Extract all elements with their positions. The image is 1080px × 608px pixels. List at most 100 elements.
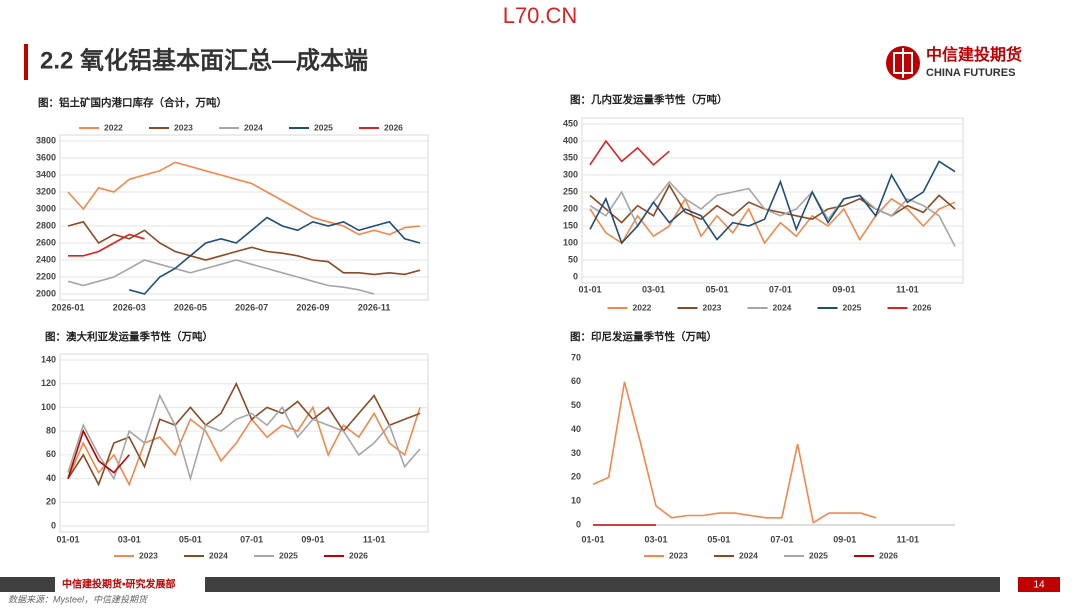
footer-source: 数据来源：Mysteel，中信建投期货 — [8, 594, 149, 604]
x-tick-label: 2026-07 — [235, 302, 268, 312]
legend-label: 2025 — [314, 122, 333, 132]
y-tick-label: 3600 — [36, 152, 56, 162]
y-tick-label: 60 — [571, 376, 581, 386]
y-tick-label: 60 — [46, 449, 56, 459]
y-tick-label: 300 — [563, 169, 578, 179]
y-tick-label: 120 — [41, 378, 56, 388]
chart-title: 图：几内亚发运量季节性（万吨） — [570, 93, 728, 106]
y-tick-label: 50 — [571, 400, 581, 410]
legend-label: 2026 — [879, 550, 898, 560]
title-accent — [24, 44, 28, 80]
x-tick-label: 01-01 — [56, 534, 79, 544]
watermark: L70.CN — [503, 3, 578, 28]
x-tick-label: 2026-03 — [113, 302, 146, 312]
series-line — [68, 233, 145, 257]
legend-label: 2023 — [703, 302, 722, 312]
y-tick-label: 40 — [571, 424, 581, 434]
y-tick-label: 2600 — [36, 237, 56, 247]
series-line — [592, 381, 877, 524]
chart-title: 图：印尼发运量季节性（万吨） — [570, 330, 717, 343]
chart-title: 图：澳大利亚发运量季节性（万吨） — [45, 330, 213, 343]
plot-frame — [59, 134, 429, 301]
y-tick-label: 70 — [571, 352, 581, 362]
y-tick-label: 20 — [571, 472, 581, 482]
y-tick-label: 200 — [563, 203, 578, 213]
legend-label: 2023 — [669, 550, 688, 560]
x-tick-label: 01-01 — [581, 534, 604, 544]
legend-label: 2024 — [773, 302, 792, 312]
y-tick-label: 3400 — [36, 169, 56, 179]
y-tick-label: 350 — [563, 152, 578, 162]
x-tick-label: 2026-11 — [358, 302, 391, 312]
y-tick-label: 2000 — [36, 288, 56, 298]
page-number-bg — [1018, 577, 1060, 592]
series-line — [67, 259, 375, 295]
y-tick-label: 100 — [563, 237, 578, 247]
x-tick-label: 07-01 — [240, 534, 263, 544]
legend-label: 2026 — [913, 302, 932, 312]
y-tick-label: 140 — [41, 354, 56, 364]
legend-label: 2022 — [633, 302, 652, 312]
slide-title: 2.2 氧化铝基本面汇总—成本端 — [40, 46, 368, 74]
x-tick-label: 07-01 — [769, 284, 792, 294]
legend-label: 2023 — [139, 550, 158, 560]
legend-label: 2023 — [174, 122, 193, 132]
series-line — [589, 139, 670, 166]
y-tick-label: 3000 — [36, 203, 56, 213]
x-tick-label: 2026-09 — [296, 302, 329, 312]
y-tick-label: 450 — [563, 118, 578, 128]
x-tick-label: 2026-01 — [51, 302, 84, 312]
y-tick-label: 80 — [46, 426, 56, 436]
legend-label: 2022 — [104, 122, 123, 132]
y-tick-label: 400 — [563, 135, 578, 145]
logo-en: CHINA FUTURES — [926, 67, 1015, 79]
series-line — [67, 393, 421, 482]
y-tick-label: 20 — [46, 497, 56, 507]
plot-frame — [59, 353, 429, 533]
y-tick-label: 3200 — [36, 186, 56, 196]
x-tick-label: 03-01 — [118, 534, 141, 544]
y-tick-label: 100 — [41, 402, 56, 412]
y-tick-label: 0 — [576, 519, 581, 529]
x-tick-label: 03-01 — [642, 284, 665, 294]
y-tick-label: 0 — [573, 271, 578, 281]
x-tick-label: 01-01 — [578, 284, 601, 294]
series-line — [128, 216, 421, 295]
legend-label: 2025 — [843, 302, 862, 312]
logo-cn: 中信建投期货 — [926, 45, 1022, 64]
x-tick-label: 07-01 — [770, 534, 793, 544]
y-tick-label: 150 — [563, 220, 578, 230]
x-tick-label: 05-01 — [707, 534, 730, 544]
x-tick-label: 11-01 — [896, 284, 919, 294]
y-tick-label: 2200 — [36, 271, 56, 281]
y-tick-label: 50 — [568, 254, 578, 264]
series-line — [589, 197, 956, 245]
x-tick-label: 11-01 — [897, 534, 920, 544]
page-number: 14 — [1033, 580, 1045, 591]
x-tick-label: 05-01 — [705, 284, 728, 294]
legend-label: 2025 — [279, 550, 298, 560]
x-tick-label: 09-01 — [301, 534, 324, 544]
chart-title: 图：铝土矿国内港口库存（合计，万吨） — [38, 96, 227, 109]
logo: 中信建投期货 CHINA FUTURES — [886, 45, 1022, 80]
x-tick-label: 05-01 — [179, 534, 202, 544]
legend-label: 2026 — [349, 550, 368, 560]
footer-dept: 中信建投期货•研究发展部 — [62, 578, 176, 591]
series-line — [67, 220, 421, 276]
series-line — [67, 429, 130, 479]
series-line — [67, 405, 421, 487]
legend-label: 2024 — [739, 550, 758, 560]
x-tick-label: 03-01 — [644, 534, 667, 544]
y-tick-label: 10 — [571, 496, 581, 506]
x-tick-label: 11-01 — [363, 534, 386, 544]
x-tick-label: 09-01 — [833, 534, 856, 544]
legend-label: 2024 — [244, 122, 263, 132]
x-tick-label: 09-01 — [832, 284, 855, 294]
legend-label: 2026 — [384, 122, 403, 132]
y-tick-label: 0 — [51, 520, 56, 530]
y-tick-label: 3800 — [36, 135, 56, 145]
legend-label: 2024 — [209, 550, 228, 560]
y-tick-label: 250 — [563, 186, 578, 196]
